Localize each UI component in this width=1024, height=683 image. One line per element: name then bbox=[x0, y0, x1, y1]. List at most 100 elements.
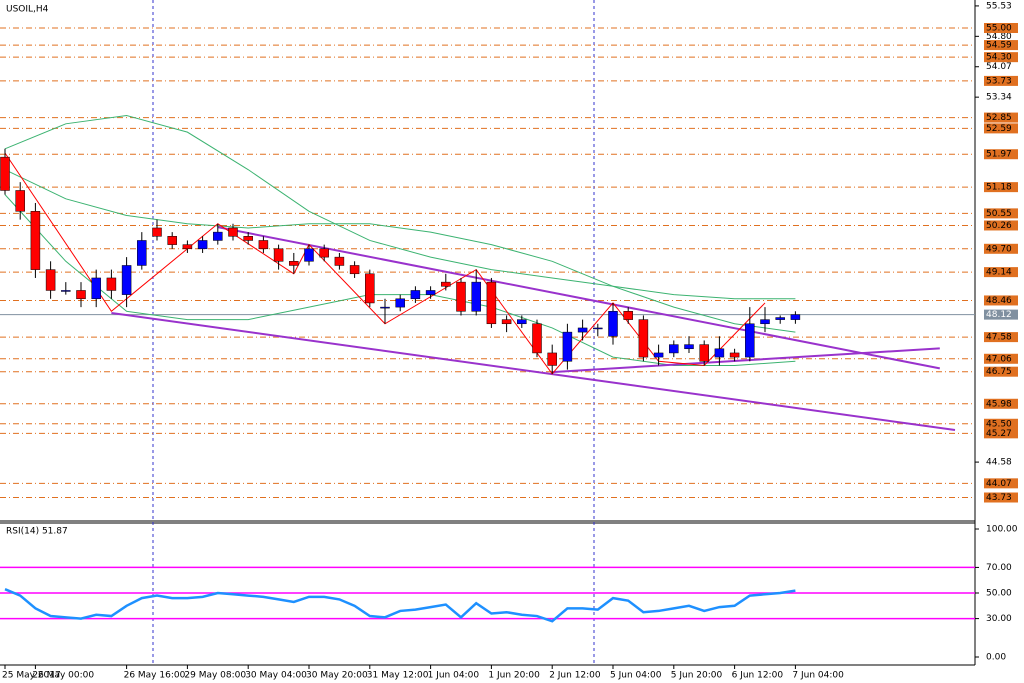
candle-body bbox=[289, 261, 299, 266]
candle-body bbox=[577, 327, 588, 333]
level-label-bg bbox=[984, 182, 1018, 193]
candle-body bbox=[45, 269, 56, 291]
rsi-y-tick-label: 100.00 bbox=[986, 525, 1018, 535]
current-price-label: 48.12 bbox=[986, 310, 1012, 320]
current-price-bg bbox=[984, 309, 1018, 320]
candle-body bbox=[699, 344, 709, 362]
level-label-bg bbox=[984, 40, 1018, 51]
candle-body bbox=[319, 248, 329, 258]
x-tick-label: 29 May 08:00 bbox=[184, 671, 246, 681]
candle-body bbox=[593, 327, 603, 330]
level-label: 45.98 bbox=[986, 399, 1012, 409]
candle-body bbox=[532, 323, 542, 354]
x-tick-label: 26 May 16:00 bbox=[124, 671, 186, 681]
candle-body bbox=[501, 319, 512, 325]
candle-body bbox=[441, 281, 451, 287]
y-tick-label: 53.34 bbox=[986, 93, 1012, 103]
rsi-line bbox=[4, 588, 796, 623]
level-label: 47.06 bbox=[986, 354, 1012, 364]
candle-body bbox=[410, 290, 421, 300]
candle-body bbox=[182, 244, 193, 250]
candle-body bbox=[258, 240, 269, 250]
rsi-y-tick-label: 0.00 bbox=[986, 653, 1006, 663]
level-label-bg bbox=[984, 123, 1018, 134]
level-label-bg bbox=[984, 478, 1018, 489]
candle-body bbox=[197, 240, 208, 250]
candle-body bbox=[30, 211, 41, 270]
x-tick-label: 1 Jun 04:00 bbox=[428, 671, 480, 681]
level-label-bg bbox=[984, 332, 1018, 343]
candle-body bbox=[684, 344, 694, 350]
candle-body bbox=[653, 352, 664, 358]
candle-body bbox=[61, 290, 71, 292]
level-label-bg bbox=[984, 75, 1018, 86]
candle-body bbox=[638, 319, 649, 358]
level-label: 55.00 bbox=[986, 23, 1012, 33]
level-label: 50.55 bbox=[986, 209, 1012, 219]
x-tick-label: 1 Jun 20:00 bbox=[488, 671, 540, 681]
y-tick-label: 55.53 bbox=[986, 1, 1012, 11]
candle-body bbox=[15, 190, 25, 212]
x-tick-label: 26 May 00:00 bbox=[32, 671, 94, 681]
level-label: 52.59 bbox=[986, 124, 1012, 134]
level-label-bg bbox=[984, 112, 1018, 123]
candle-body bbox=[775, 317, 785, 320]
candle-body bbox=[137, 240, 147, 266]
level-label-bg bbox=[984, 295, 1018, 306]
candle-body bbox=[714, 348, 725, 358]
candle-body bbox=[76, 290, 86, 300]
level-label: 47.58 bbox=[986, 333, 1012, 343]
level-label: 50.26 bbox=[986, 221, 1012, 231]
y-tick-label: 54.80 bbox=[986, 32, 1012, 42]
candle-body bbox=[349, 265, 360, 275]
candle-body bbox=[91, 277, 101, 300]
level-label-bg bbox=[984, 52, 1018, 63]
candle-body bbox=[213, 231, 223, 241]
trendline bbox=[552, 347, 940, 374]
level-label-bg bbox=[984, 428, 1018, 439]
candle-body bbox=[729, 352, 740, 358]
level-label: 54.59 bbox=[986, 41, 1012, 51]
level-label: 51.97 bbox=[986, 150, 1012, 160]
x-tick-label: 25 May 2017 bbox=[2, 671, 61, 681]
candle-body bbox=[760, 319, 770, 325]
candle-body bbox=[547, 352, 557, 366]
candle-body bbox=[106, 277, 117, 291]
candle-body bbox=[395, 298, 405, 308]
candle-body bbox=[456, 281, 466, 312]
level-label: 48.46 bbox=[986, 296, 1012, 306]
level-label-bg bbox=[984, 398, 1018, 409]
candle-body bbox=[562, 331, 573, 362]
level-label: 43.73 bbox=[986, 493, 1012, 503]
bollinger-middle bbox=[4, 169, 796, 333]
candle-body bbox=[608, 311, 618, 337]
candle-body bbox=[228, 227, 238, 237]
level-label-bg bbox=[984, 267, 1018, 278]
candle-body bbox=[380, 306, 390, 309]
candle-body bbox=[669, 344, 679, 354]
candle-body bbox=[486, 281, 497, 325]
level-label-bg bbox=[984, 22, 1018, 33]
level-label: 49.14 bbox=[986, 268, 1012, 278]
candle-body bbox=[745, 323, 755, 358]
level-label: 54.30 bbox=[986, 53, 1012, 63]
rsi-y-tick-label: 50.00 bbox=[986, 589, 1012, 599]
candle-body bbox=[167, 236, 177, 245]
candle-body bbox=[623, 311, 633, 320]
candle-body bbox=[365, 273, 375, 304]
level-label: 53.73 bbox=[986, 76, 1012, 86]
level-label-bg bbox=[984, 149, 1018, 160]
x-tick-label: 30 May 20:00 bbox=[306, 671, 368, 681]
candle-body bbox=[273, 248, 284, 262]
candle-body bbox=[471, 281, 481, 312]
candle-body bbox=[121, 265, 132, 295]
candle-body bbox=[304, 248, 314, 262]
level-label-bg bbox=[984, 220, 1018, 231]
level-label-bg bbox=[984, 366, 1018, 377]
candle-body bbox=[334, 256, 345, 266]
x-tick-label: 5 Jun 20:00 bbox=[671, 671, 723, 681]
x-tick-label: 31 May 12:00 bbox=[367, 671, 429, 681]
candle-body bbox=[425, 290, 436, 295]
